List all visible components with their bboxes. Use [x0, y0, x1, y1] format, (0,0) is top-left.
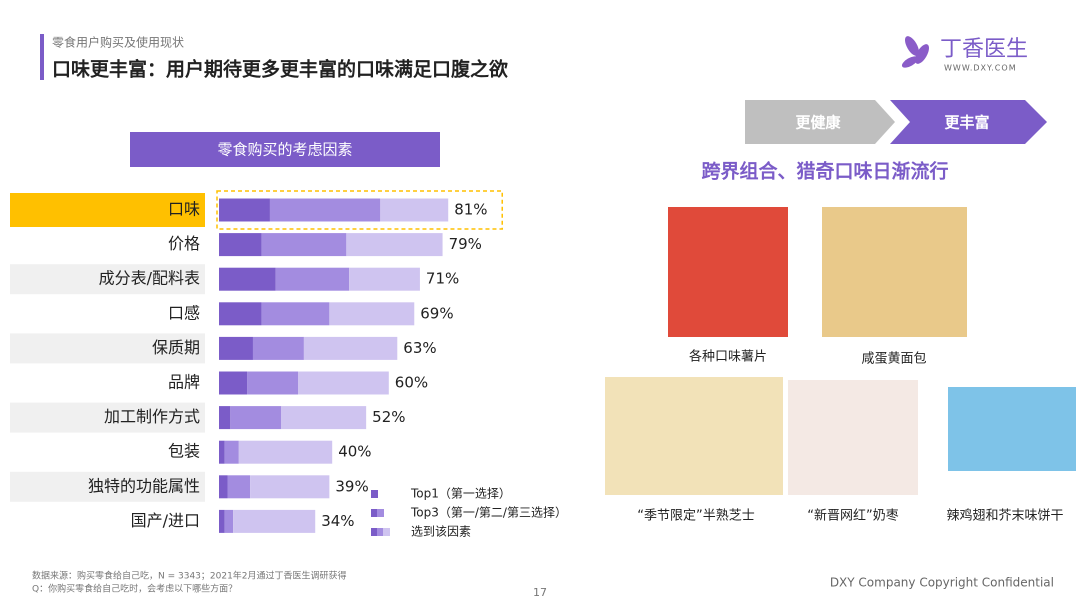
category-label: 价格	[168, 234, 200, 253]
category-label: 包装	[168, 442, 200, 461]
bar-segment	[303, 336, 398, 360]
bar-segment	[219, 302, 262, 326]
legend-swatch	[383, 528, 390, 536]
trend-title: 跨界组合、猎奇口味日渐流行	[701, 160, 948, 183]
page-number: 17	[533, 586, 547, 599]
legend-swatch	[371, 528, 378, 536]
bar-segment	[261, 302, 330, 326]
row-band	[10, 333, 205, 364]
arrow-step	[890, 100, 1047, 144]
legend-label: Top3（第一/第二/第三选择）	[410, 506, 567, 520]
highlight-band	[10, 193, 205, 227]
product-caption: “季节限定”半熟芝士	[637, 508, 754, 524]
bar-segment	[349, 267, 420, 291]
chart-title-box	[130, 132, 440, 167]
arrow-label: 更丰富	[944, 114, 989, 132]
logo-icon	[901, 36, 929, 68]
highlight-box	[216, 190, 503, 230]
bar-segment	[250, 475, 330, 499]
category-label: 加工制作方式	[104, 407, 200, 426]
bar-segment	[238, 440, 333, 464]
product-image	[605, 377, 783, 495]
category-label: 国产/进口	[131, 511, 200, 530]
category-label: 口感	[168, 303, 200, 322]
legend-label: 选到该因素	[411, 525, 471, 539]
data-label: 34%	[321, 512, 354, 530]
chart-title: 零食购买的考虑因素	[217, 141, 352, 159]
row-band	[10, 264, 205, 295]
bar-segment	[281, 406, 367, 430]
bar-segment	[230, 406, 282, 430]
bar-segment	[233, 509, 316, 533]
section-label: 零食用户购买及使用现状	[52, 35, 184, 50]
bar-segment	[380, 198, 449, 222]
bar-segment	[219, 440, 225, 464]
category-label: 成分表/配料表	[99, 269, 200, 288]
legend-swatch	[377, 528, 384, 536]
bar-segment	[219, 475, 228, 499]
row-band	[10, 471, 205, 502]
slide-title: 口味更丰富：用户期待更多更丰富的口味满足口腹之欲	[52, 58, 508, 81]
product-image	[948, 387, 1076, 471]
bar-segment	[346, 233, 443, 257]
product-caption: “新晋网红”奶枣	[807, 508, 898, 524]
bar-segment	[224, 440, 239, 464]
bar-segment	[227, 475, 251, 499]
category-label: 保质期	[152, 338, 200, 357]
bar-segment	[247, 371, 299, 395]
data-label: 52%	[372, 408, 405, 426]
category-label: 口味	[168, 200, 200, 219]
arrow-step	[745, 100, 895, 144]
bar-segment	[219, 406, 231, 430]
bar-segment	[269, 198, 381, 222]
arrow-label: 更健康	[795, 114, 841, 132]
legend-swatch	[377, 509, 384, 517]
bar-segment	[224, 509, 234, 533]
bar-segment	[219, 371, 248, 395]
bar-segment	[219, 267, 276, 291]
bar-segment	[329, 302, 415, 326]
data-label: 81%	[454, 201, 487, 219]
title-accent	[40, 34, 44, 80]
bar-segment	[219, 198, 270, 222]
data-label: 40%	[338, 443, 371, 461]
product-caption: 咸蛋黄面包	[861, 352, 926, 367]
row-band	[10, 402, 205, 433]
category-label: 独特的功能属性	[88, 476, 200, 495]
bar-segment	[219, 509, 225, 533]
legend-label: Top1（第一选择）	[410, 487, 511, 501]
data-label: 69%	[420, 304, 453, 322]
bar-segment	[298, 371, 389, 395]
logo-text: 丁香医生	[940, 37, 1028, 62]
footnote: 数据来源：购买零食给自己吃，N = 3343；2021年2月通过丁香医生调研获得	[32, 570, 347, 582]
bar-segment	[252, 336, 304, 360]
chart: 口味 81% 价格 79% 成分表/配料表 71% 口感 69% 保质期 63% 品牌 60% 加工制作…	[10, 190, 567, 539]
data-label: 71%	[426, 270, 459, 288]
legend-swatch	[371, 490, 378, 498]
bar-segment	[261, 233, 347, 257]
data-label: 39%	[335, 477, 368, 495]
footnote: Q：你购买零食给自己吃时，会考虑以下哪些方面？	[32, 583, 237, 595]
product-caption: 各种口味薯片	[689, 349, 767, 365]
product-caption: 辣鸡翅和芥末味饼干	[946, 508, 1063, 524]
legend-swatch	[371, 509, 378, 517]
product-image	[822, 207, 967, 337]
copyright: DXY Company Copyright Confidential	[830, 576, 1054, 590]
logo-url: WWW.DXY.COM	[944, 64, 1017, 73]
product-image	[668, 207, 788, 337]
category-label: 品牌	[168, 373, 200, 392]
bar-segment	[219, 336, 253, 360]
bar-segment	[219, 233, 262, 257]
data-label: 60%	[395, 374, 428, 392]
product-image	[788, 380, 918, 495]
bar-segment	[275, 267, 350, 291]
data-label: 79%	[449, 235, 482, 253]
data-label: 63%	[403, 339, 436, 357]
